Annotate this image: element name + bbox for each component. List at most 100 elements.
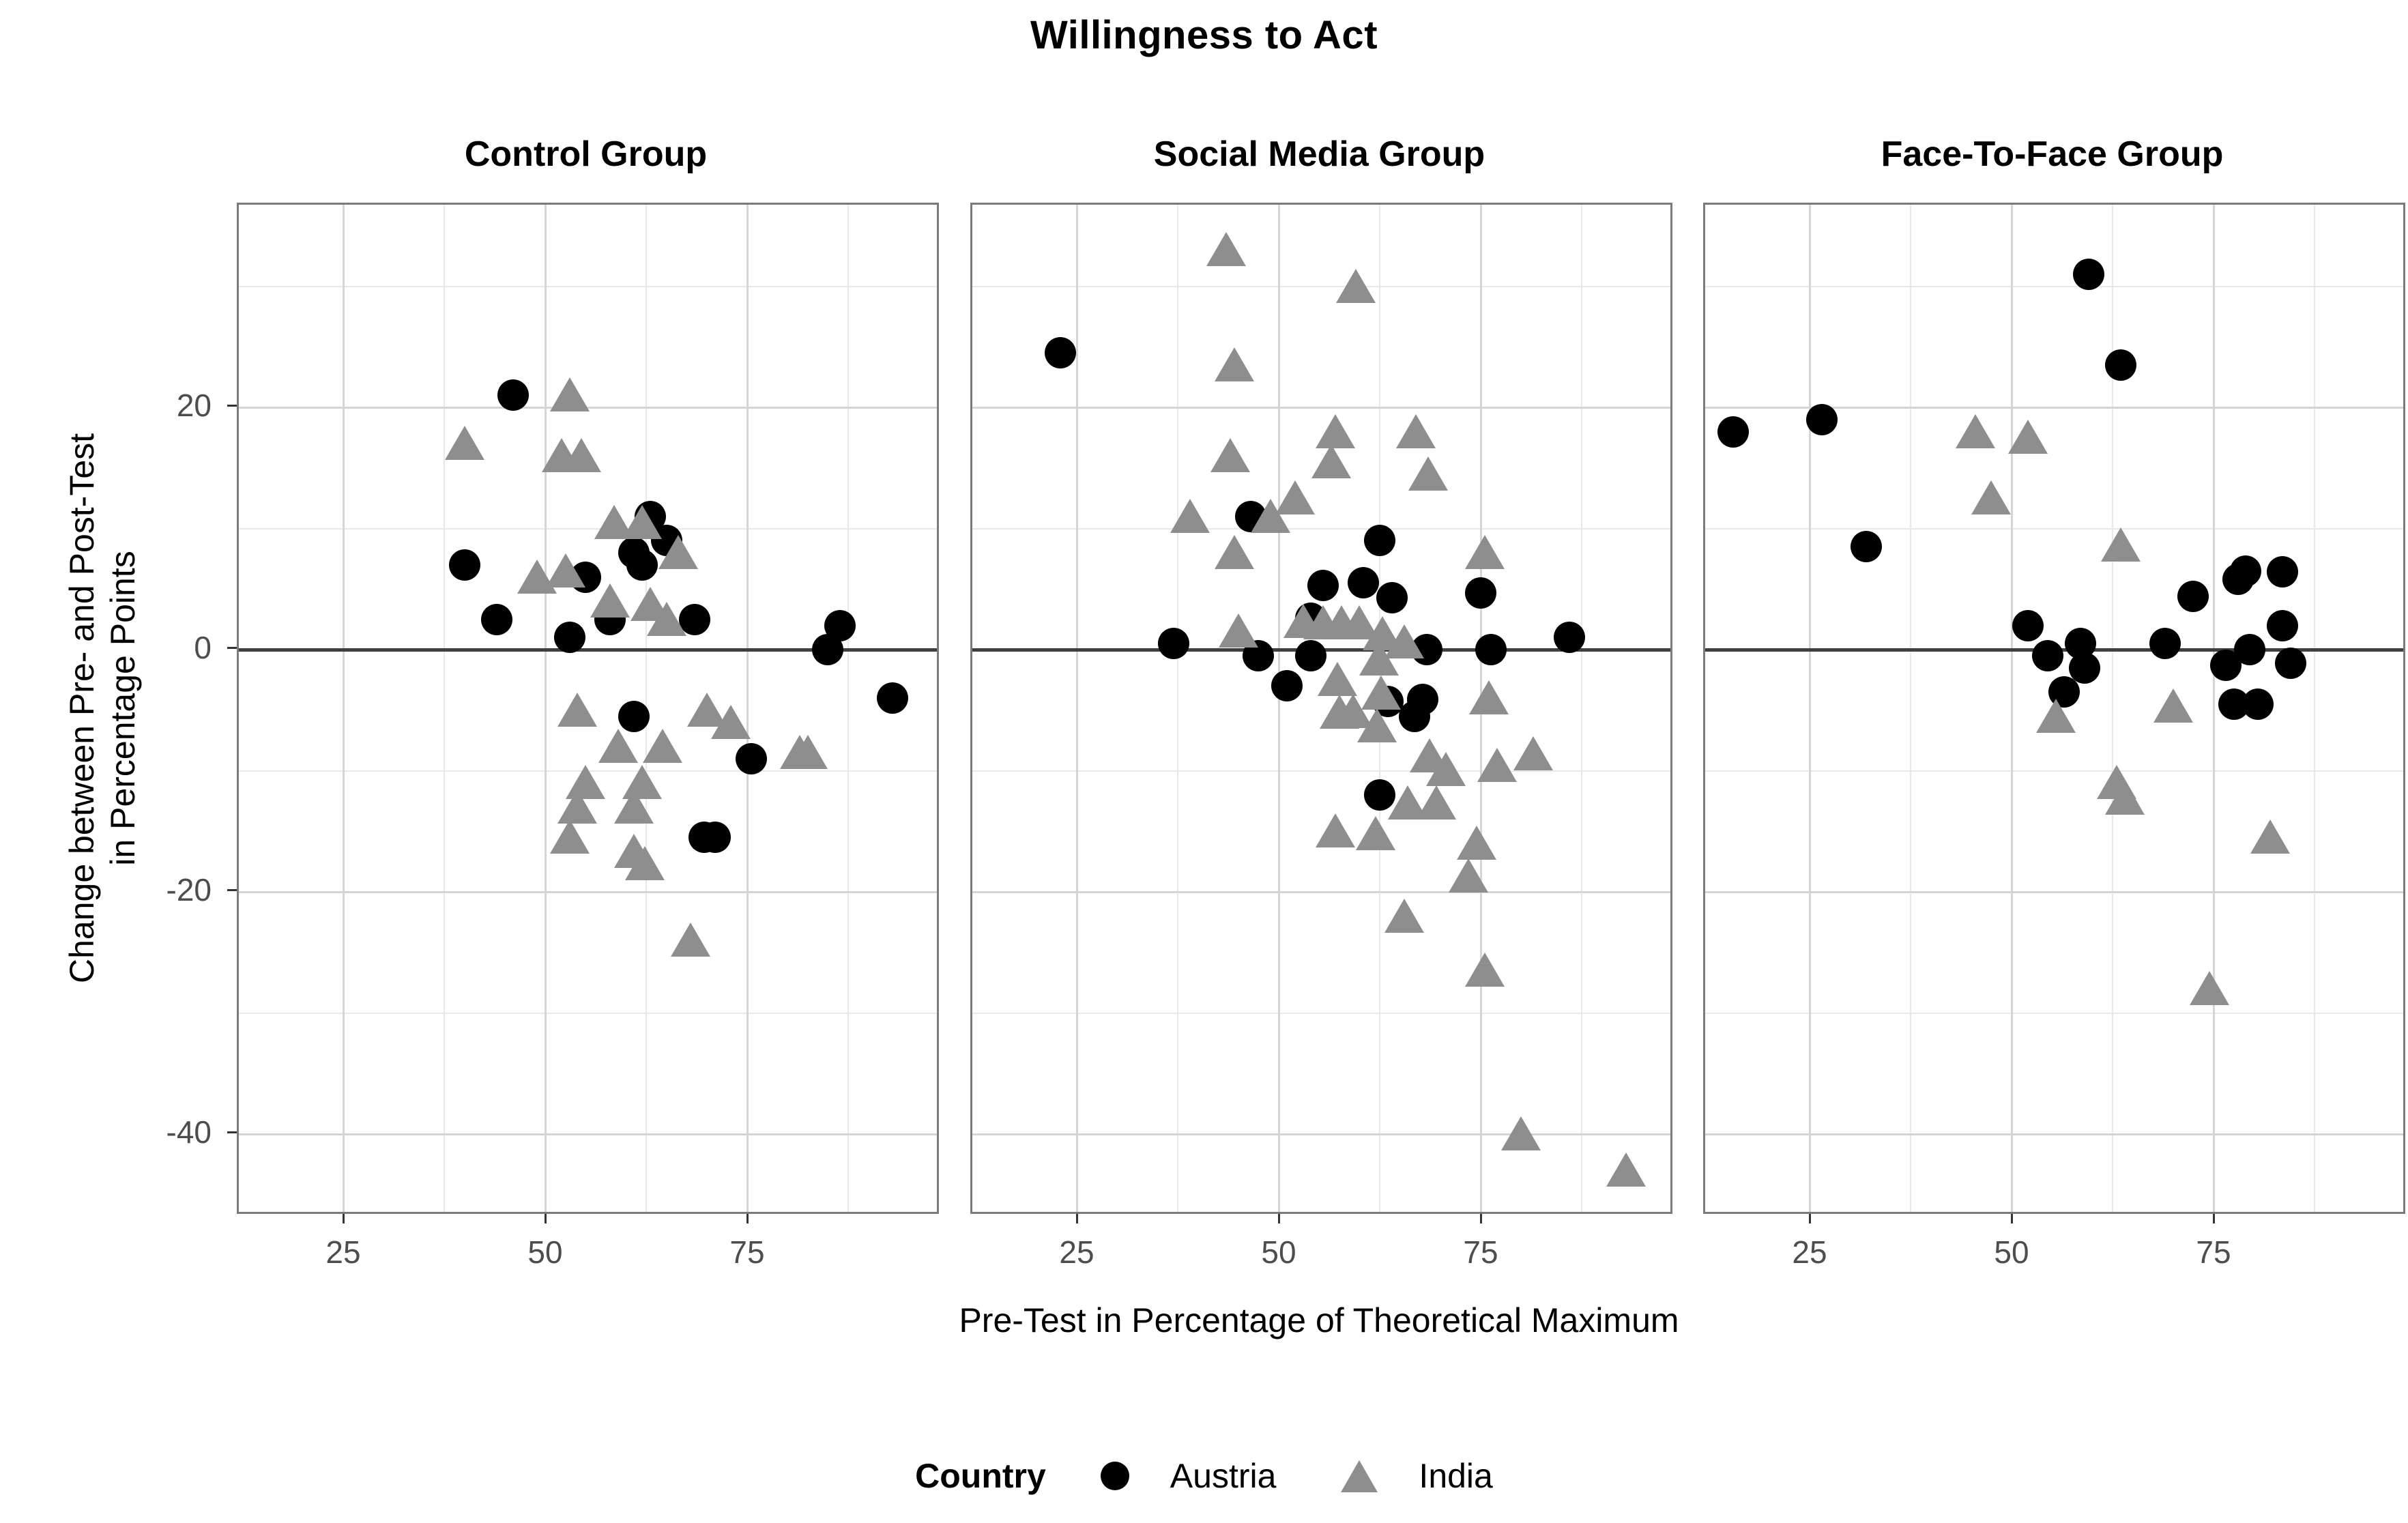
data-point-india [549, 819, 590, 854]
data-point-austria [1364, 525, 1395, 557]
data-point-austria [2012, 609, 2044, 641]
x-tick-mark [2212, 1214, 2215, 1223]
data-point-india [2036, 698, 2076, 733]
gridline-y-major [972, 890, 1670, 893]
data-point-austria [1717, 416, 1749, 448]
data-point-austria [1398, 700, 1430, 732]
data-point-austria [2068, 652, 2100, 684]
zero-reference-line [239, 648, 937, 652]
data-point-india [787, 734, 828, 769]
data-point-austria [2104, 349, 2136, 381]
data-point-india [614, 789, 654, 824]
data-point-austria [699, 822, 731, 854]
india-triangle-icon [1341, 1460, 1378, 1492]
data-point-austria [2032, 639, 2064, 671]
data-point-austria [1465, 577, 1496, 609]
data-point-india [671, 923, 711, 957]
data-point-india [549, 377, 590, 412]
data-point-india [1251, 498, 1291, 533]
data-point-india [1359, 641, 1399, 676]
data-point-austria [2266, 556, 2298, 588]
x-tick-label: 75 [1463, 1234, 1498, 1270]
data-point-austria [735, 742, 767, 774]
y-tick-label: 0 [194, 630, 212, 665]
data-point-india [1464, 953, 1505, 987]
y-tick-mark [227, 888, 237, 891]
data-point-austria [1271, 670, 1303, 702]
data-point-india [1357, 708, 1397, 742]
y-axis-title-line2: in Percentage Points [104, 551, 142, 866]
gridline-y-minor [972, 527, 1670, 530]
x-tick-mark [342, 1214, 345, 1223]
chart-title: Willingness to Act [1030, 13, 1378, 57]
data-point-austria [1158, 628, 1190, 660]
gridline-x-minor [2112, 205, 2113, 1212]
data-point-austria [497, 379, 529, 411]
gridline-y-minor [1705, 285, 2403, 287]
data-point-india [1214, 535, 1254, 569]
data-point-india [1477, 748, 1517, 783]
data-point-austria [2266, 609, 2298, 641]
gridline-y-minor [239, 1012, 937, 1014]
data-point-india [2250, 819, 2290, 854]
gridline-x-major [342, 205, 345, 1212]
gridline-y-minor [972, 285, 1670, 287]
gridline-x-major [2212, 205, 2215, 1212]
data-point-austria [2274, 647, 2306, 679]
data-point-india [1311, 444, 1351, 478]
data-point-austria [1805, 403, 1838, 435]
y-tick-mark [227, 1131, 237, 1133]
gridline-y-major [1705, 406, 2403, 409]
x-tick-label: 75 [729, 1234, 765, 1270]
data-point-india [1315, 414, 1355, 448]
facet-title-control: Control Group [464, 134, 708, 174]
data-point-india [624, 846, 665, 881]
x-tick-label: 50 [1261, 1234, 1296, 1270]
data-point-india [1210, 438, 1250, 472]
y-tick-mark [227, 404, 237, 407]
facet-title-face-to-face: Face-To-Face Group [1881, 134, 2224, 174]
x-tick-mark [1808, 1214, 1811, 1223]
data-point-india [1426, 751, 1466, 786]
data-point-india [1501, 1116, 1541, 1150]
y-tick-label: -20 [166, 872, 212, 908]
data-point-india [557, 789, 598, 824]
facet-title-social-media: Social Media Group [1153, 134, 1485, 174]
data-point-india [1513, 736, 1553, 770]
data-point-india [1170, 498, 1210, 533]
y-tick-label: -40 [166, 1114, 212, 1150]
data-point-india [562, 438, 602, 472]
data-point-india [1214, 347, 1254, 381]
x-tick-mark [746, 1214, 749, 1223]
y-tick-label: 20 [176, 388, 212, 423]
data-point-austria [1348, 567, 1380, 599]
data-point-india [642, 729, 682, 763]
data-point-austria [2242, 688, 2274, 720]
gridline-y-minor [1705, 527, 2403, 530]
data-point-india [444, 426, 484, 461]
data-point-india [2100, 527, 2141, 562]
data-point-india [1335, 268, 1376, 303]
legend-label-austria: Austria [1170, 1457, 1277, 1495]
y-axis-title: Change between Pre- and Post-Test in Per… [61, 94, 143, 1322]
legend-title: Country [915, 1457, 1046, 1495]
x-tick-label: 25 [1792, 1234, 1827, 1270]
data-point-austria [2149, 628, 2181, 660]
gridline-y-major [1705, 1133, 2403, 1135]
data-point-india [545, 553, 585, 588]
gridline-x-major [2010, 205, 2013, 1212]
gridline-y-major [972, 1133, 1670, 1135]
data-point-india [1464, 535, 1505, 569]
data-point-austria [1850, 531, 1882, 563]
data-point-india [1449, 858, 1489, 893]
data-point-india [1318, 662, 1358, 697]
data-point-austria [1045, 337, 1077, 369]
legend-key-austria: Austria [1100, 1456, 1341, 1496]
data-point-india [1206, 232, 1246, 267]
legend-key-india: India [1341, 1456, 1493, 1496]
data-point-india [658, 535, 699, 569]
x-tick-label: 50 [1994, 1234, 2029, 1270]
data-point-austria [2230, 555, 2262, 587]
gridline-y-major [239, 890, 937, 893]
gridline-x-major [1277, 205, 1280, 1212]
